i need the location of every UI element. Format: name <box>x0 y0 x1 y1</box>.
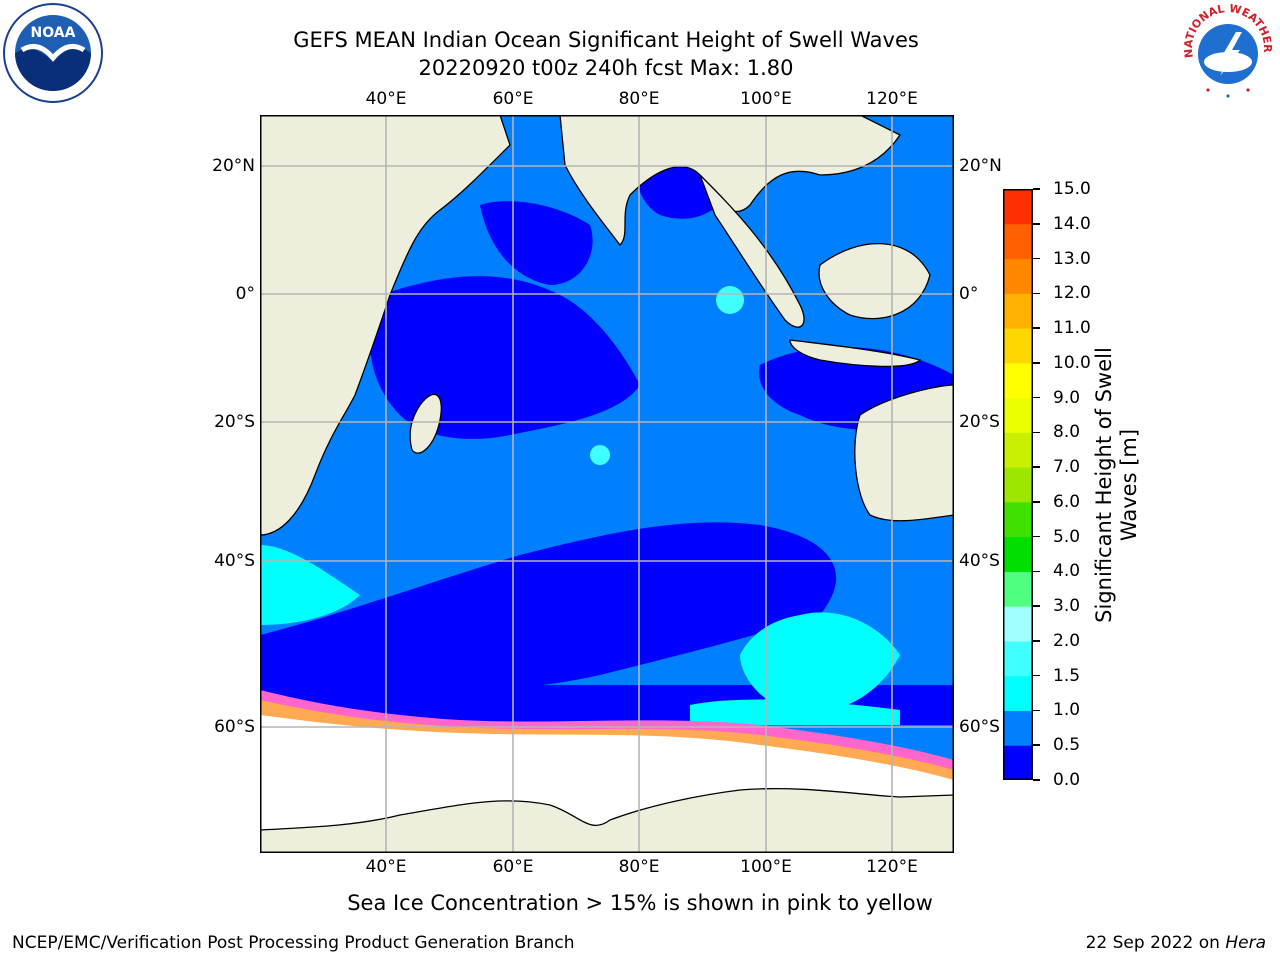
nws-logo: NATIONAL WEATHER SERVICE <box>1174 0 1278 102</box>
lat-label-right: 40°S <box>959 551 1000 571</box>
lon-label-bottom: 60°E <box>492 857 534 877</box>
lon-label-bottom: 100°E <box>740 857 792 877</box>
colorbar-segment <box>1003 745 1033 780</box>
colorbar-tick <box>1033 292 1040 295</box>
colorbar-tick-label: 0.5 <box>1053 735 1081 756</box>
colorbar-segment <box>1003 258 1033 294</box>
colorbar-tick <box>1033 674 1040 677</box>
colorbar-segment <box>1003 328 1033 364</box>
colorbar-tick-label: 12.0 <box>1053 283 1091 304</box>
colorbar-tick-label: 3.0 <box>1053 596 1081 617</box>
colorbar-title-line1: Significant Height of Swell <box>1092 347 1116 623</box>
colorbar-tick <box>1033 396 1040 399</box>
colorbar-segment <box>1003 397 1033 433</box>
sea-ice-note: Sea Ice Concentration > 15% is shown in … <box>347 891 933 915</box>
colorbar-tick-label: 11.0 <box>1053 318 1091 339</box>
colorbar-segment <box>1003 501 1033 538</box>
colorbar-tick-label: 8.0 <box>1053 422 1081 443</box>
colorbar-tick <box>1033 501 1040 503</box>
colorbar-tick-label: 13.0 <box>1053 248 1091 269</box>
lon-label-top: 120°E <box>866 89 918 109</box>
footer-branch: NCEP/EMC/Verification Post Processing Pr… <box>12 933 575 953</box>
lat-label-right: 0° <box>959 284 979 304</box>
colorbar-tick-label: 5.0 <box>1053 526 1081 547</box>
footer-date: 22 Sep 2022 on Hera <box>1086 933 1266 953</box>
colorbar-segment <box>1003 432 1033 468</box>
colorbar-tick <box>1033 431 1040 434</box>
colorbar-tick-label: 1.5 <box>1053 665 1081 686</box>
colorbar-tick-label: 2.0 <box>1053 630 1081 651</box>
colorbar-tick <box>1033 640 1040 642</box>
colorbar-tick <box>1033 570 1040 573</box>
lon-label-bottom: 40°E <box>365 857 407 877</box>
lat-label-left: 60°S <box>214 717 255 737</box>
colorbar-segment <box>1003 362 1033 399</box>
footer-date-text: 22 Sep 2022 on <box>1085 933 1226 953</box>
lon-label-bottom: 120°E <box>866 857 918 877</box>
colorbar-tick <box>1033 605 1040 607</box>
colorbar-border <box>1003 189 1033 780</box>
noaa-logo: NOAA <box>2 2 104 104</box>
colorbar-title: Significant Height of Swell Waves [m] <box>1092 275 1142 695</box>
colorbar-tick-label: 10.0 <box>1053 352 1091 373</box>
colorbar-segment <box>1003 467 1033 503</box>
colorbar-tick-label: 0.0 <box>1053 770 1081 790</box>
lat-label-right: 20°S <box>959 412 1000 432</box>
footer-host: Hera <box>1225 933 1266 953</box>
colorbar-tick-label: 4.0 <box>1053 561 1081 582</box>
colorbar-tick <box>1033 223 1040 225</box>
lon-label-top: 40°E <box>365 89 407 109</box>
chart-subtitle: 20220920 t00z 240h fcst Max: 1.80 <box>418 56 794 80</box>
colorbar-tick-label: 14.0 <box>1053 213 1091 234</box>
colorbar-segment <box>1003 223 1033 260</box>
lat-label-left: 20°N <box>212 156 255 176</box>
colorbar-segment <box>1003 293 1033 329</box>
lat-label-left: 40°S <box>214 551 255 571</box>
lon-label-top: 100°E <box>740 89 792 109</box>
lat-label-right: 20°N <box>959 156 1002 176</box>
colorbar-tick <box>1033 188 1040 190</box>
lat-label-right: 60°S <box>959 717 1000 737</box>
colorbar-segment <box>1003 640 1033 677</box>
colorbar-tick-label: 7.0 <box>1053 457 1081 478</box>
colorbar-segment <box>1003 536 1033 572</box>
noaa-logo-text: NOAA <box>31 25 76 41</box>
colorbar-tick-label: 1.0 <box>1053 700 1081 721</box>
lon-label-top: 60°E <box>492 89 534 109</box>
colorbar-segment <box>1003 675 1033 711</box>
chart-title: GEFS MEAN Indian Ocean Significant Heigh… <box>293 28 919 52</box>
colorbar-segment <box>1003 189 1033 225</box>
lon-label-top: 80°E <box>618 89 660 109</box>
lat-label-left: 0° <box>235 284 255 304</box>
colorbar-title-line2: Waves [m] <box>1117 428 1141 542</box>
colorbar-tick <box>1033 466 1040 468</box>
colorbar-tick <box>1033 779 1040 781</box>
colorbar-tick <box>1033 362 1040 364</box>
lat-label-left: 20°S <box>214 412 255 432</box>
colorbar-tick-label: 6.0 <box>1053 491 1081 512</box>
colorbar-tick <box>1033 257 1040 260</box>
colorbar <box>1003 189 1033 780</box>
colorbar-tick-label: 15.0 <box>1053 179 1091 199</box>
colorbar-tick <box>1033 709 1040 712</box>
colorbar-tick <box>1033 744 1040 746</box>
colorbar-tick-label: 9.0 <box>1053 387 1081 408</box>
map-area <box>260 115 954 853</box>
colorbar-tick <box>1033 535 1040 538</box>
colorbar-segment <box>1003 710 1033 746</box>
colorbar-segment <box>1003 571 1033 607</box>
colorbar-segment <box>1003 606 1033 642</box>
colorbar-tick <box>1033 327 1040 329</box>
lon-label-bottom: 80°E <box>618 857 660 877</box>
